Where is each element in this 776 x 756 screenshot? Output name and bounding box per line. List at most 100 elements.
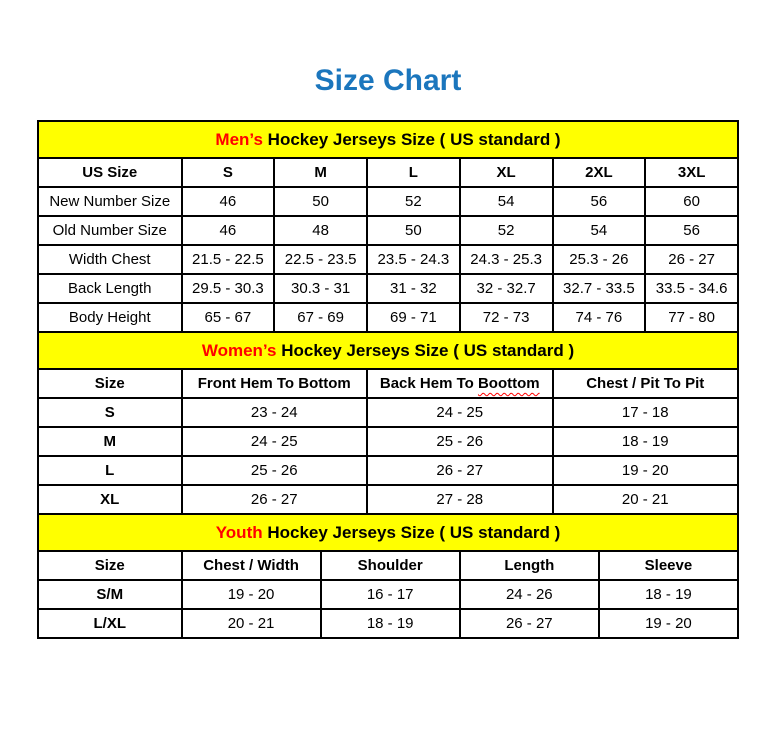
table-row: XL 26 - 27 27 - 28 20 - 21 [37,484,739,515]
header-row: US Size S M L XL 2XL 3XL [37,157,739,188]
table-row: L 25 - 26 26 - 27 19 - 20 [37,455,739,486]
size-value-cell: 46 [180,215,276,246]
size-value-cell: 20 - 21 [551,484,739,515]
column-header-label: Chest / Pit To Pit [586,375,705,392]
column-header-label: Shoulder [357,557,423,574]
column-header: 3XL [644,157,739,188]
section-heading: Women’s Hockey Jerseys Size ( US standar… [37,331,739,370]
size-value-cell: 74 - 76 [551,302,647,333]
row-label: L [37,455,183,486]
column-header: L [366,157,461,188]
size-value-cell: 29.5 - 30.3 [180,273,276,304]
size-value-cell: 56 [551,186,647,217]
size-value-cell: 32 - 32.7 [458,273,554,304]
misspelled-word: Boottom [477,375,540,392]
table-row: Body Height 65 - 67 67 - 69 69 - 71 72 - 73 7… [37,302,739,333]
size-value-cell: 24 - 25 [180,426,368,457]
size-value-cell: 25 - 26 [180,455,368,486]
size-value-cell: 26 - 27 [366,455,554,486]
row-label: Back Length [37,273,183,304]
column-header: S [180,157,276,188]
size-value-cell: 23 - 24 [180,397,368,428]
size-value-cell: 18 - 19 [551,426,739,457]
column-header: Length [458,550,600,581]
row-label: M [37,426,183,457]
size-value-cell: 24 - 25 [366,397,554,428]
section-womens: Women’s Hockey Jerseys Size ( US standar… [37,331,739,515]
size-table: Size Front Hem To Bottom Back Hem To Boott… [37,368,739,515]
size-value-cell: 48 [273,215,368,246]
column-header: XL [458,157,554,188]
column-header-label: Back Hem To [379,375,478,392]
row-label: Old Number Size [37,215,183,246]
table-row: L/XL 20 - 21 18 - 19 26 - 27 19 - 20 [37,608,740,639]
column-header-label: L [408,164,418,181]
column-header-label: 2XL [585,164,613,181]
size-table: US Size S M L XL 2XL 3XL New Number Size 46 50 52 5… [37,157,739,333]
size-value-cell: 23.5 - 24.3 [366,244,461,275]
size-value-cell: 72 - 73 [458,302,554,333]
section-heading-text: Hockey Jerseys Size ( US standard ) [276,341,575,360]
size-table: Size Chest / Width Shoulder Length Sleeve S/M… [37,550,740,639]
size-value-cell: 26 - 27 [458,608,600,639]
table-row: Width Chest 21.5 - 22.5 22.5 - 23.5 23.5 - … [37,244,739,275]
column-header-label: Length [504,557,555,574]
column-header: US Size [37,157,183,188]
size-value-cell: 54 [551,215,647,246]
column-header: 2XL [551,157,647,188]
column-header-label: Sleeve [644,557,693,574]
table-row: Back Length 29.5 - 30.3 30.3 - 31 31 - 32 32… [37,273,739,304]
column-header: Size [37,550,183,581]
section-mens: Men’s Hockey Jerseys Size ( US standard … [37,120,739,333]
column-header-label: US Size [82,164,138,181]
size-value-cell: 77 - 80 [644,302,739,333]
size-value-cell: 52 [366,186,461,217]
size-value-cell: 26 - 27 [180,484,368,515]
size-value-cell: 19 - 20 [551,455,739,486]
section-heading: Youth Hockey Jerseys Size ( US standard … [37,513,739,552]
column-header-label: 3XL [677,164,706,181]
table-row: S/M 19 - 20 16 - 17 24 - 26 18 - 19 [37,579,740,610]
size-value-cell: 56 [644,215,739,246]
size-value-cell: 24.3 - 25.3 [458,244,554,275]
size-value-cell: 16 - 17 [319,579,461,610]
header-row: Size Front Hem To Bottom Back Hem To Boott… [37,368,739,399]
column-header-label: Front Hem To Bottom [197,375,351,392]
size-value-cell: 21.5 - 22.5 [180,244,276,275]
column-header-label: Chest / Width [203,557,299,574]
table-row: New Number Size 46 50 52 54 56 60 [37,186,739,217]
column-header: Back Hem To Boottom [366,368,554,399]
table-row: M 24 - 25 25 - 26 18 - 19 [37,426,739,457]
size-value-cell: 50 [366,215,461,246]
column-header: Chest / Width [180,550,322,581]
size-value-cell: 60 [644,186,739,217]
section-heading-text: Hockey Jerseys Size ( US standard ) [262,523,561,542]
row-label: S/M [37,579,183,610]
column-header: Size [37,368,183,399]
column-header: Front Hem To Bottom [180,368,368,399]
size-value-cell: 33.5 - 34.6 [644,273,739,304]
size-value-cell: 19 - 20 [597,608,740,639]
row-label: Width Chest [37,244,183,275]
size-value-cell: 27 - 28 [366,484,554,515]
size-value-cell: 22.5 - 23.5 [273,244,368,275]
size-value-cell: 25 - 26 [366,426,554,457]
size-value-cell: 30.3 - 31 [273,273,368,304]
size-value-cell: 25.3 - 26 [551,244,647,275]
size-chart: Men’s Hockey Jerseys Size ( US standard … [37,120,740,639]
size-value-cell: 69 - 71 [366,302,461,333]
size-value-cell: 32.7 - 33.5 [551,273,647,304]
table-row: S 23 - 24 24 - 25 17 - 18 [37,397,739,428]
section-heading-highlight: Women’s [201,341,277,360]
section-heading-text: Hockey Jerseys Size ( US standard ) [262,130,561,149]
row-label: New Number Size [37,186,183,217]
column-header-label: Size [94,557,125,574]
table-row: Old Number Size 46 48 50 52 54 56 [37,215,739,246]
header-row: Size Chest / Width Shoulder Length Sleeve [37,550,740,581]
column-header-label: M [314,164,327,181]
row-label: S [37,397,183,428]
size-value-cell: 67 - 69 [273,302,368,333]
section-youth: Youth Hockey Jerseys Size ( US standard … [37,513,740,639]
size-value-cell: 52 [458,215,554,246]
column-header-label: XL [496,164,516,181]
